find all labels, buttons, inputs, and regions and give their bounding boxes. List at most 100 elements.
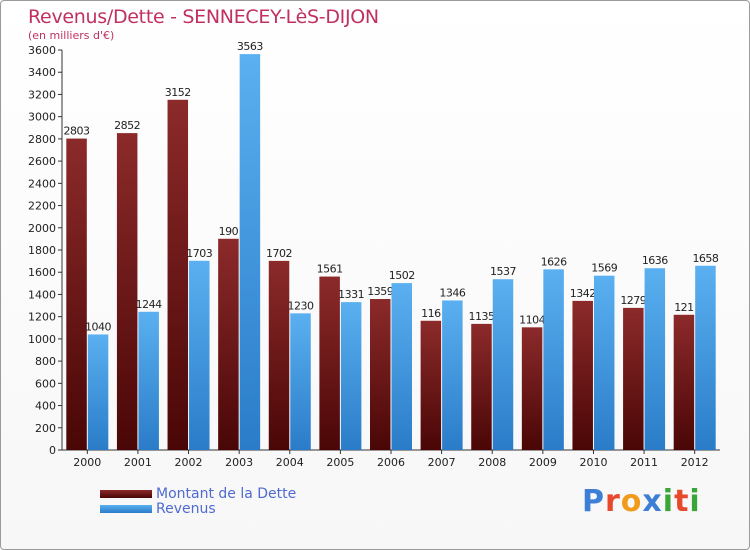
data-label: 121 [674,301,694,314]
data-label: 1702 [266,247,292,260]
bar-revenus [695,265,716,450]
data-label: 1636 [642,254,668,267]
data-label: 1104 [519,313,545,326]
data-label: 116 [421,307,441,320]
bar-revenus [87,334,109,450]
bar-revenus [290,313,311,450]
bar-revenus [340,302,362,450]
bar-dette [268,260,290,450]
legend-label-dette: Montant de la Dette [156,485,297,502]
x-tick-label: 2005 [326,456,354,469]
data-label: 1626 [541,255,567,268]
bar-dette [167,99,189,451]
legend-item-dette: Montant de la Dette [100,485,297,502]
x-tick-label: 2011 [630,456,658,469]
y-tick-label: 2200 [28,200,56,213]
data-label: 1230 [288,299,314,312]
data-label: 1537 [490,265,516,278]
logo-letter: x [642,484,663,519]
y-tick-label: 3200 [28,88,56,101]
logo-letter: o [620,484,643,519]
data-label: 190 [219,225,239,238]
y-tick-label: 600 [35,377,56,390]
legend-label-revenus: Revenus [156,500,216,517]
data-label: 1040 [85,320,111,333]
bar-revenus [492,279,514,450]
y-tick-label: 3400 [28,66,56,79]
bar-dette [319,276,340,450]
bar-dette [370,299,391,450]
x-tick-label: 2009 [529,456,557,469]
logo-letter: i [662,484,675,519]
y-tick-label: 3600 [28,44,56,57]
x-tick-label: 2002 [175,456,203,469]
bar-revenus [189,260,210,450]
data-label: 1502 [389,269,415,282]
logo-letter: t [674,484,690,519]
y-tick-label: 2400 [28,177,56,190]
data-label: 1561 [317,263,343,276]
data-label: 1359 [367,285,393,298]
x-tick-label: 2000 [73,456,101,469]
data-label: 1244 [136,298,162,311]
x-tick-label: 2007 [428,456,456,469]
y-tick-label: 1400 [28,288,56,301]
bar-revenus [391,283,412,450]
data-label: 1703 [186,247,212,260]
x-tick-label: 2003 [225,456,253,469]
x-tick-label: 2010 [579,456,607,469]
x-tick-label: 2001 [124,456,152,469]
data-label: 1342 [570,287,596,300]
y-tick-label: 1000 [28,333,56,346]
legend-swatch-dette [100,489,152,498]
data-label: 1346 [439,286,465,299]
data-label: 2852 [114,119,140,132]
data-label: 1569 [591,262,617,275]
proxiti-logo: Proxiti [582,484,701,519]
logo-letter: r [605,484,621,519]
data-label: 1658 [692,252,718,265]
bar-revenus [138,311,159,450]
bar-dette [420,320,442,450]
x-tick-label: 2004 [276,456,304,469]
y-tick-label: 1600 [28,266,56,279]
logo-letter: P [582,484,605,519]
bar-dette [521,327,543,450]
y-tick-label: 3000 [28,111,56,124]
logo-letter: i [689,484,701,519]
x-tick-label: 2008 [478,456,506,469]
y-tick-label: 400 [35,400,56,413]
bar-revenus [543,269,564,450]
legend-item-revenus: Revenus [100,500,296,517]
legend-swatch-revenus [100,504,152,513]
x-tick-label: 2006 [377,456,405,469]
bar-dette [673,314,695,450]
y-tick-label: 1200 [28,311,56,324]
bar-dette [218,238,239,450]
y-tick-label: 800 [35,355,56,368]
data-label: 2803 [64,125,90,138]
x-tick-label: 2012 [681,456,709,469]
bar-dette [572,300,593,450]
bar-dette [623,307,644,450]
y-tick-label: 0 [49,444,56,457]
bar-dette [66,138,87,451]
bar-revenus [593,275,615,450]
bar-dette [116,133,138,450]
y-tick-label: 200 [35,422,56,435]
y-tick-label: 2800 [28,133,56,146]
y-tick-label: 2000 [28,222,56,235]
legend: Montant de la Dette Revenus [100,485,297,517]
bar-revenus [442,300,463,450]
bar-revenus [239,54,261,450]
chart-subtitle: (en milliers d'€) [28,29,115,42]
data-label: 1331 [338,288,364,301]
data-label: 3563 [237,40,263,53]
chart-title: Revenus/Dette - SENNECEY-LèS-DIJON [28,6,379,28]
y-tick-label: 2600 [28,155,56,168]
bar-dette [471,323,492,450]
data-label: 1135 [468,310,494,323]
data-label: 3152 [165,86,191,99]
y-tick-label: 1800 [28,244,56,257]
